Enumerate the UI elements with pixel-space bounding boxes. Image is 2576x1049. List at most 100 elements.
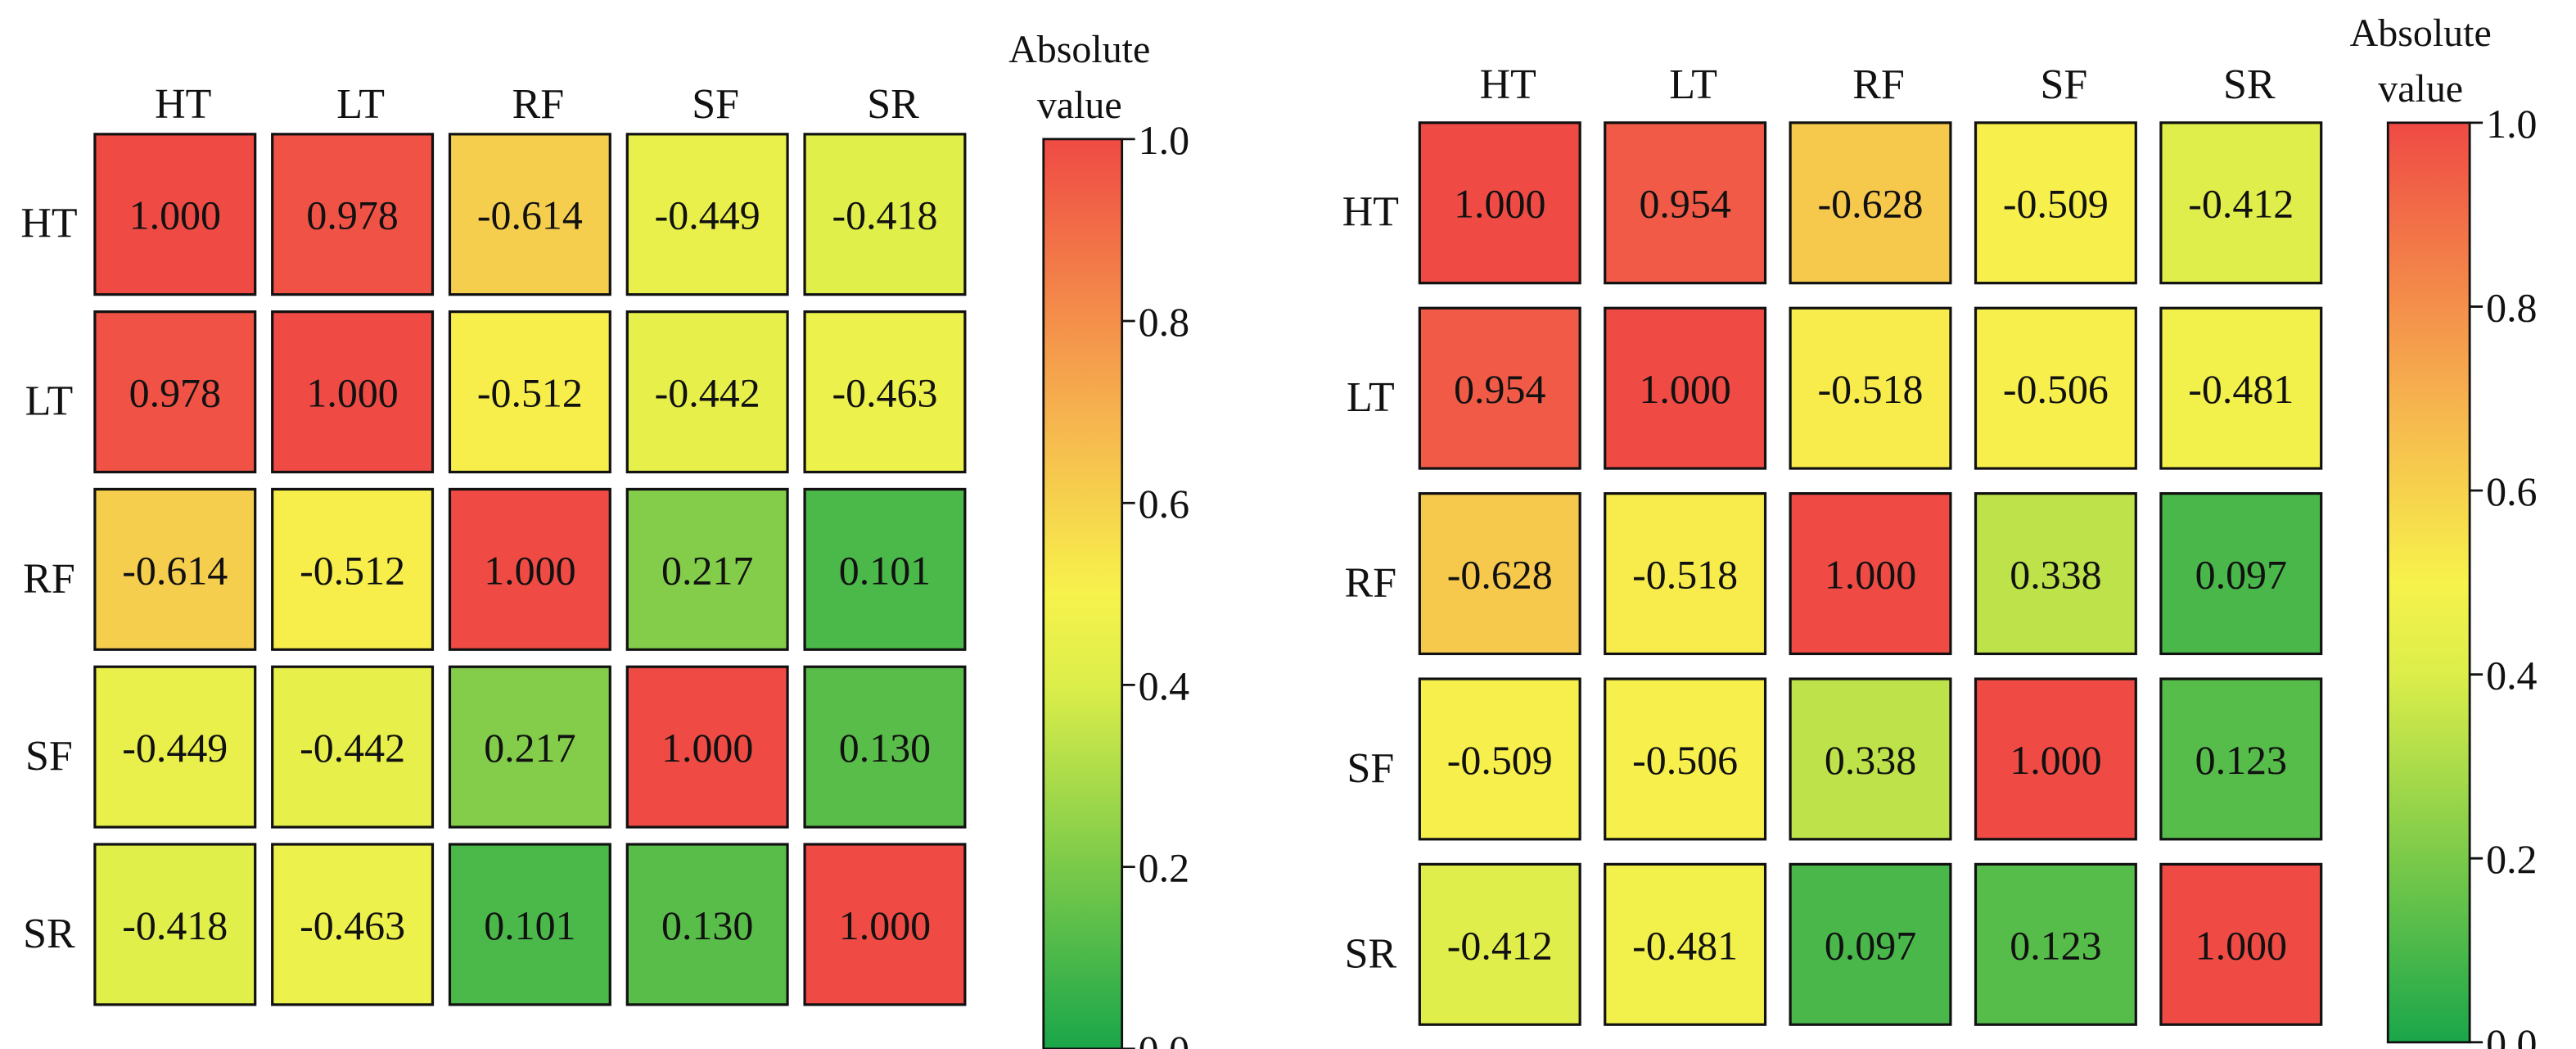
heatmap-cell <box>1604 492 1767 656</box>
cell-value-label: -0.509 <box>1447 737 1553 783</box>
heatmap-cell <box>93 310 257 474</box>
cell-value-label: 0.954 <box>1639 181 1730 227</box>
column-header: SR <box>2223 61 2276 108</box>
cell-value-label: 1.000 <box>1639 366 1730 412</box>
heatmap-cell <box>1789 306 1952 470</box>
cell-value-label: 1.000 <box>306 370 398 416</box>
column-header: LT <box>336 81 385 128</box>
heatmap-cell <box>1974 121 2137 285</box>
heatmap-cell <box>1789 121 1952 285</box>
colorbar-tick-label: 0.6 <box>2486 468 2537 514</box>
cell-value-label: 1.000 <box>484 547 575 593</box>
colorbar-tick-label: 0.2 <box>1139 845 1189 891</box>
column-header: SF <box>692 81 739 128</box>
colorbar-title-line1: Absolute <box>1008 28 1150 71</box>
cell-value-label: -0.628 <box>1818 181 1924 227</box>
heatmap-cell <box>625 665 789 829</box>
cell-value-label: -0.463 <box>832 370 937 416</box>
cell-value-label: 0.217 <box>661 547 753 593</box>
cell-value-label: 1.000 <box>2010 737 2101 783</box>
heatmap-cell <box>2159 862 2323 1026</box>
row-header: SR <box>23 911 75 957</box>
column-header: HT <box>1480 61 1536 108</box>
heatmap-panel-right: HT LT RF SF SR HT LT RF SF SR 1.000 0.954 -0.628 -0.5… <box>1342 11 2538 1049</box>
cell-value-label: 1.000 <box>661 725 753 771</box>
heatmap-cell <box>1418 677 1581 841</box>
cell-value-label: -0.628 <box>1447 552 1553 598</box>
heatmap-cell <box>1418 121 1581 285</box>
heatmap-cell <box>271 310 435 474</box>
cell-value-label: -0.412 <box>1447 922 1553 968</box>
cell-value-label: 1.000 <box>129 192 221 238</box>
column-header: RF <box>512 81 565 128</box>
heatmap-cell <box>1418 492 1581 656</box>
colorbar-tick-label: 0.0 <box>2486 1020 2537 1049</box>
cell-value-label: 0.217 <box>484 725 575 771</box>
heatmap-cell <box>803 843 967 1006</box>
cell-value-label: -0.449 <box>122 725 228 771</box>
colorbar-tick-label: 1.0 <box>1139 117 1189 163</box>
colorbar-tick-label: 0.4 <box>1139 662 1189 708</box>
cell-value-label: 1.000 <box>2195 922 2287 968</box>
cell-value-label: 0.101 <box>839 547 931 593</box>
cell-value-label: 0.123 <box>2195 737 2287 783</box>
heatmap-cell <box>803 310 967 474</box>
heatmap-cell <box>1974 306 2137 470</box>
cell-value-label: 0.097 <box>2195 552 2287 598</box>
cell-value-label: -0.418 <box>832 192 937 238</box>
cell-value-label: -0.418 <box>122 902 228 948</box>
cell-value-label: 1.000 <box>839 902 931 948</box>
cell-value-label: -0.442 <box>655 370 760 416</box>
heatmap-cell <box>2159 677 2323 841</box>
heatmap-cell <box>803 665 967 829</box>
heatmap-cell <box>1604 306 1767 470</box>
heatmap-cell <box>93 843 257 1006</box>
cell-value-label: -0.412 <box>2188 181 2294 227</box>
cell-value-label: 0.097 <box>1825 922 1916 968</box>
cell-value-label: -0.512 <box>477 370 583 416</box>
row-header: SF <box>25 733 73 780</box>
row-header: HT <box>20 201 77 247</box>
heatmap-cell <box>271 133 435 296</box>
colorbar-tick-label: 0.8 <box>1139 299 1189 345</box>
row-header: LT <box>25 378 74 425</box>
heatmap-cell <box>93 487 257 651</box>
heatmap-cell <box>803 133 967 296</box>
heatmap-cell <box>625 487 789 651</box>
heatmap-cell <box>1604 677 1767 841</box>
heatmap-cell <box>448 665 611 829</box>
row-header: RF <box>23 555 75 602</box>
cell-value-label: -0.512 <box>300 547 405 593</box>
colorbar-tick-label: 1.0 <box>2486 101 2537 147</box>
heatmap-cell <box>2159 121 2323 285</box>
colorbar <box>2386 121 2471 1044</box>
heatmap-cell <box>625 133 789 296</box>
heatmap-cell <box>93 665 257 829</box>
column-header: RF <box>1852 61 1905 108</box>
cell-value-label: -0.481 <box>2188 366 2294 412</box>
heatmap-cell <box>1789 677 1952 841</box>
heatmap-cell <box>1418 862 1581 1026</box>
cell-value-label: -0.442 <box>300 725 405 771</box>
heatmap-cell <box>1974 492 2137 656</box>
row-header: SF <box>1347 745 1395 792</box>
heatmap-cell <box>803 487 967 651</box>
cell-value-label: 0.101 <box>484 902 575 948</box>
colorbar <box>1042 138 1124 1049</box>
cell-value-label: -0.518 <box>1632 552 1738 598</box>
heatmap-cell <box>271 665 435 829</box>
cell-value-label: -0.614 <box>122 547 228 593</box>
cell-value-label: 0.338 <box>1825 737 1916 783</box>
heatmap-cell <box>448 133 611 296</box>
heatmap-cell <box>1974 677 2137 841</box>
colorbar-title-line2: value <box>1037 84 1122 127</box>
heatmap-panel-left: HT LT RF SF SR HT LT RF SF SR 1.000 0.978 -0.614 -0.4… <box>20 28 1189 1049</box>
row-header: HT <box>1342 189 1399 236</box>
column-header: SF <box>2041 61 2088 108</box>
heatmap-cell <box>1604 862 1767 1026</box>
row-header: RF <box>1345 560 1397 607</box>
heatmap-cell <box>1789 862 1952 1026</box>
colorbar-title-line2: value <box>2378 67 2463 111</box>
colorbar-tick-label: 0.4 <box>2486 653 2537 699</box>
